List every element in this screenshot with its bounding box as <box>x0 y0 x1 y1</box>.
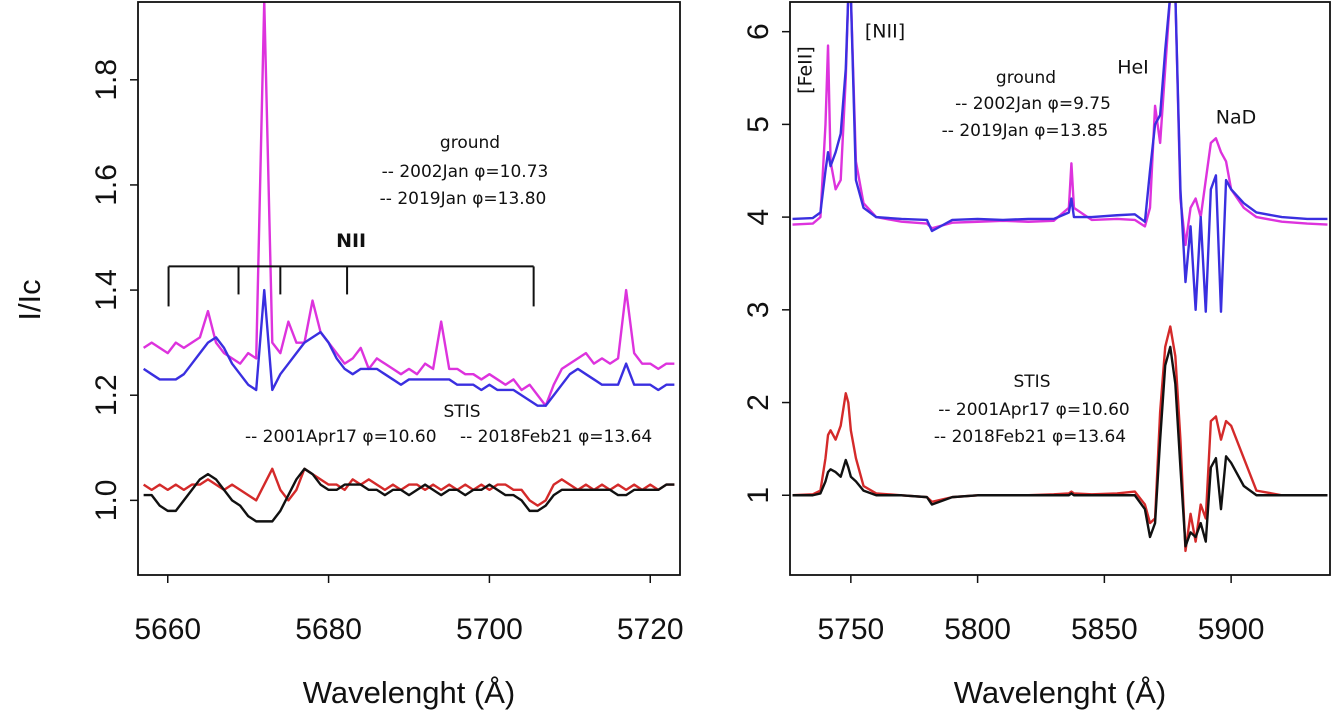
legend-entry: -- 2019Jan φ=13.85 <box>942 121 1109 141</box>
y-axis-label: I/Ic <box>12 279 47 320</box>
x-tick-label: 5700 <box>456 613 523 646</box>
line-annotation: HeI <box>1117 57 1149 79</box>
y-tick-label: 1.8 <box>90 59 123 101</box>
legend-entry: -- 2001Apr17 φ=10.60 <box>245 427 437 447</box>
legend-group-title: STIS <box>444 402 481 422</box>
legend-entry: -- 2002Jan φ=9.75 <box>955 94 1111 114</box>
marker-label: NII <box>336 230 366 252</box>
series-line <box>142 2 675 407</box>
plot-frame <box>137 1 681 576</box>
x-tick-label: 5660 <box>134 613 201 646</box>
series-line <box>142 467 675 507</box>
legend-group-title: STIS <box>1014 372 1051 392</box>
series-line <box>792 2 1328 313</box>
y-tick-label: 2 <box>742 394 775 411</box>
line-annotation: [FeII] <box>795 46 817 94</box>
x-tick-label: 5900 <box>1198 613 1265 646</box>
x-tick-label: 5800 <box>944 613 1011 646</box>
plot-frame <box>789 1 1331 576</box>
y-tick-label: 1.0 <box>90 479 123 521</box>
legend-entry: -- 2019Jan φ=13.80 <box>380 189 547 209</box>
x-tick-label: 5720 <box>617 613 684 646</box>
x-tick-label: 5850 <box>1071 613 1138 646</box>
y-tick-label: 1 <box>742 487 775 504</box>
y-tick-label: 1.4 <box>90 269 123 311</box>
y-tick-label: 1.2 <box>90 374 123 416</box>
x-tick-label: 5680 <box>295 613 362 646</box>
legend-group-title: ground <box>440 133 500 153</box>
y-tick-label: 1.6 <box>90 164 123 206</box>
series-line <box>792 345 1328 548</box>
legend-group-title: ground <box>996 68 1056 88</box>
line-annotation: [NII] <box>865 21 905 43</box>
y-tick-label: 6 <box>742 23 775 40</box>
legend-entry: -- 2018Feb21 φ=13.64 <box>934 427 1126 447</box>
y-tick-label: 4 <box>742 209 775 226</box>
x-axis-label: Wavelenght (Å) <box>954 675 1167 710</box>
line-annotation: NaD <box>1216 107 1257 129</box>
legend-entry: -- 2001Apr17 φ=10.60 <box>938 400 1130 420</box>
series-line <box>143 467 675 523</box>
y-tick-label: 3 <box>742 301 775 318</box>
x-axis-label: Wavelenght (Å) <box>303 675 516 710</box>
legend-entry: -- 2002Jan φ=10.73 <box>382 162 549 182</box>
series-line <box>142 288 675 407</box>
legend-entry: -- 2018Feb21 φ=13.64 <box>460 427 652 447</box>
y-tick-label: 5 <box>742 116 775 133</box>
x-tick-label: 5750 <box>817 613 884 646</box>
